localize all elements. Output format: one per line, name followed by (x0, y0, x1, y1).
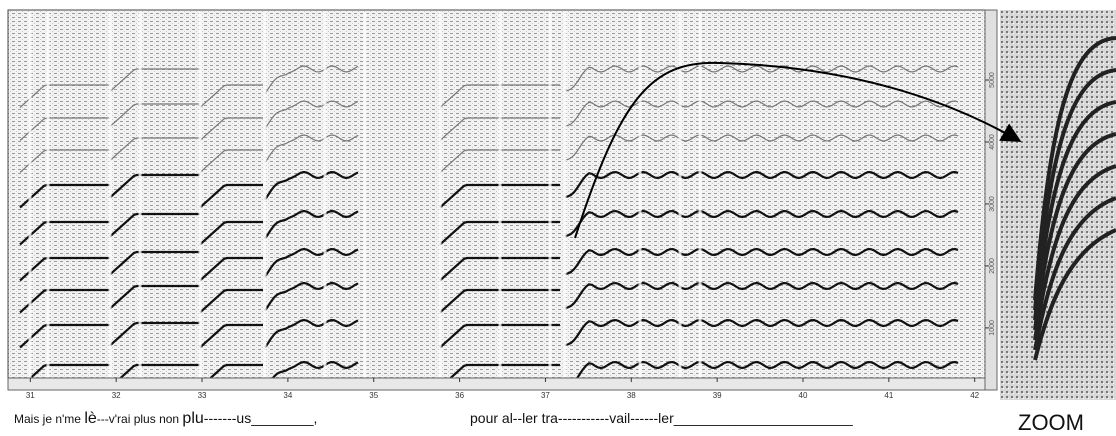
x-tick-label: 40 (799, 391, 808, 400)
spectral-band (564, 209, 959, 238)
zoom-bands (1033, 36, 1116, 361)
spectral-band (19, 117, 110, 141)
spectral-band (109, 284, 200, 310)
spectral-band (264, 360, 359, 391)
spectral-band (109, 321, 200, 347)
lyric: -------us________, (203, 410, 318, 426)
x-tick-label: 36 (455, 391, 464, 400)
spectral-band (19, 183, 110, 209)
y-tick-label: 3000 (989, 196, 996, 212)
lyric: ---v'rai plus non (96, 412, 183, 426)
spectral-band (19, 220, 110, 246)
lyrics-line: pour al--ler tra-----------vail------ler… (470, 410, 853, 426)
spectral-band (264, 209, 359, 240)
spectral-band (199, 84, 263, 108)
lyric: pour al--ler tra-----------vail------ler… (470, 410, 853, 426)
spectral-band (19, 149, 110, 173)
zoom-band (1033, 36, 1116, 301)
y-tick-label: 1000 (989, 320, 996, 336)
y-tick-label: 5000 (989, 72, 996, 88)
spectral-band (264, 281, 359, 312)
spectral-band (109, 173, 200, 199)
y-tick-label: 2000 (989, 258, 996, 274)
x-tick-label: 32 (112, 391, 121, 400)
x-tick-label: 42 (970, 391, 979, 400)
y-tick-label: 4000 (989, 134, 996, 150)
spectral-band (564, 281, 959, 310)
x-tick-label: 37 (541, 391, 550, 400)
zoom-band (1033, 196, 1116, 351)
spectral-band (109, 363, 200, 389)
spectral-band (564, 360, 959, 389)
spectral-band (109, 250, 200, 276)
spectral-band (564, 65, 959, 92)
spectral-bands (19, 12, 959, 391)
zoom-band (1033, 164, 1116, 341)
spectral-band (199, 183, 263, 209)
lyric: lè (84, 410, 97, 427)
x-tick-label: 38 (627, 391, 636, 400)
spectral-band (109, 137, 200, 161)
x-tick-label: 41 (884, 391, 893, 400)
spectral-band (564, 134, 959, 161)
spectral-band (19, 256, 110, 282)
zoom-band (1033, 228, 1116, 361)
spectral-band (19, 323, 110, 349)
spectral-band (19, 363, 110, 389)
spectral-band (109, 103, 200, 127)
zoom-band (1033, 132, 1116, 331)
spectral-band (199, 117, 263, 141)
spectral-band (264, 247, 359, 278)
spectral-band (19, 84, 110, 108)
spectral-band (109, 68, 200, 92)
zoom-arrow (574, 61, 1022, 239)
x-tick-label: 39 (713, 391, 722, 400)
spectral-band (199, 149, 263, 173)
lyrics-line: Mais je n'me lè---v'rai plus non plu----… (14, 410, 317, 428)
zoom-label: ZOOM (1018, 410, 1084, 435)
spectral-band (564, 318, 959, 347)
x-axis-strip (7, 377, 986, 391)
spectral-band (264, 134, 359, 163)
spectral-band (199, 256, 263, 282)
y-axis-strip (984, 9, 998, 391)
x-tick-label: 31 (26, 391, 35, 400)
x-tick-label: 35 (369, 391, 378, 400)
x-tick-label: 34 (283, 391, 292, 400)
spectral-band (264, 318, 359, 349)
x-tick-label: 33 (198, 391, 207, 400)
spectral-band (264, 170, 359, 201)
spectral-band (564, 170, 959, 199)
spectral-band (199, 288, 263, 314)
lyric: Mais je n'me (14, 412, 85, 426)
spectral-band (264, 100, 359, 129)
lyric: plu (182, 410, 204, 427)
spectral-band (109, 212, 200, 238)
spectral-band (19, 288, 110, 314)
spectral-band (264, 65, 359, 94)
spectral-band (564, 247, 959, 276)
spectral-band (199, 220, 263, 246)
spectral-band (199, 323, 263, 349)
